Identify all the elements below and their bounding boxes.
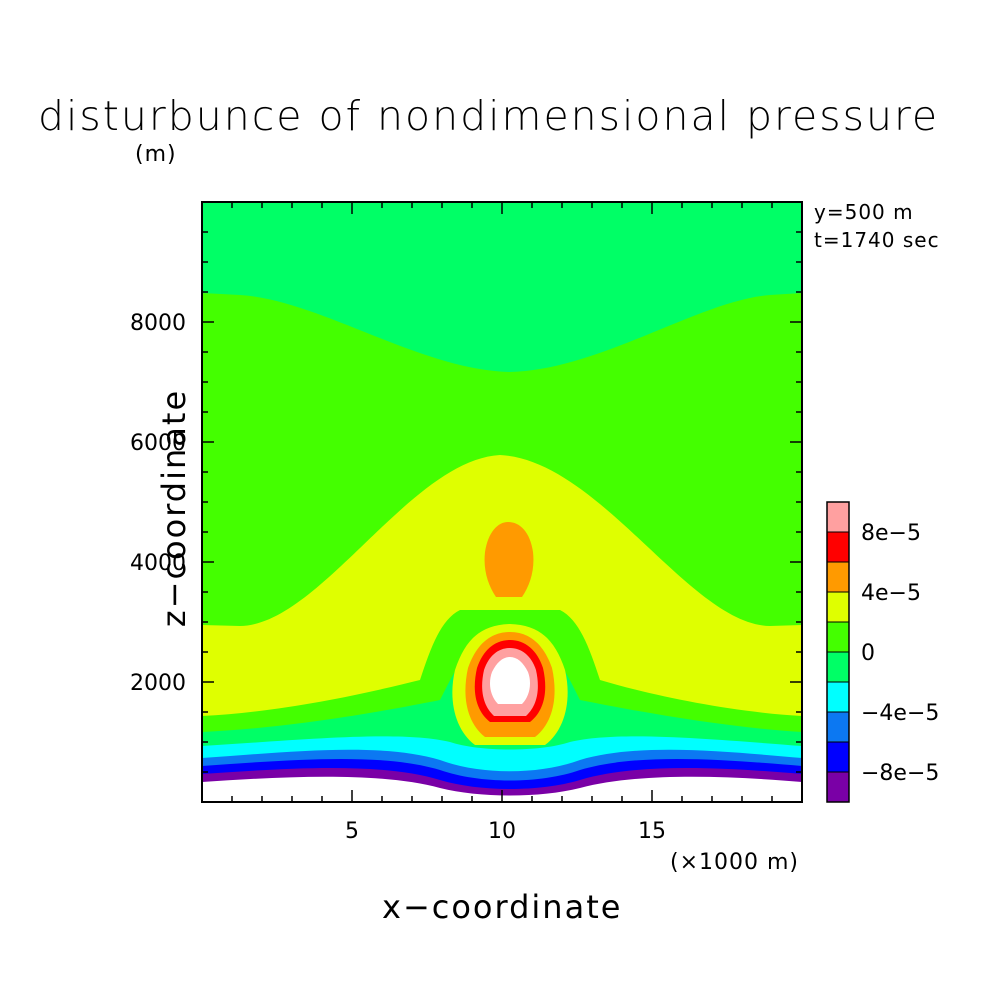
y-tick-label: 8000 xyxy=(130,311,186,336)
colorbar-swatch xyxy=(827,742,849,772)
contour-fill-layer xyxy=(202,202,802,802)
y-tick-label: 6000 xyxy=(130,431,186,456)
axis-ticks xyxy=(202,202,802,802)
colorbar-swatch xyxy=(827,592,849,622)
y-tick-label: 4000 xyxy=(130,551,186,576)
colorbar-swatch xyxy=(827,622,849,652)
contour-upper-orange-blob xyxy=(484,522,534,597)
x-axis-label: x−coordinate xyxy=(382,888,623,926)
colorbar-swatch xyxy=(827,682,849,712)
x-tick-label: 15 xyxy=(638,819,666,844)
colorbar-label: 0 xyxy=(861,641,875,666)
colorbar-swatch xyxy=(827,562,849,592)
annotation-y-position: y=500 m xyxy=(814,200,914,224)
y-tick-label: 2000 xyxy=(130,671,186,696)
chart-title: disturbunce of nondimensional pressure xyxy=(38,92,940,140)
colorbar-swatch xyxy=(827,652,849,682)
colorbar-swatch xyxy=(827,712,849,742)
axis-tick-labels: 5 10 15 2000 4000 6000 8000 xyxy=(130,311,666,844)
colorbar-swatch xyxy=(827,532,849,562)
x-axis-unit: (×1000 m) xyxy=(670,850,800,875)
x-tick-label: 5 xyxy=(345,819,359,844)
colorbar-labels: −8e−5 −4e−5 0 4e−5 8e−5 xyxy=(861,521,939,786)
colorbar-label: −8e−5 xyxy=(861,761,939,786)
colorbar-label: −4e−5 xyxy=(861,701,939,726)
annotation-time: t=1740 sec xyxy=(814,228,940,252)
colorbar-label: 4e−5 xyxy=(861,581,921,606)
y-axis-unit: (m) xyxy=(135,142,177,167)
colorbar-label: 8e−5 xyxy=(861,521,921,546)
colorbar-swatch xyxy=(827,502,849,532)
colorbar xyxy=(826,501,850,803)
contour-core-white xyxy=(490,657,530,704)
x-tick-label: 10 xyxy=(488,819,516,844)
colorbar-swatch xyxy=(827,772,849,802)
